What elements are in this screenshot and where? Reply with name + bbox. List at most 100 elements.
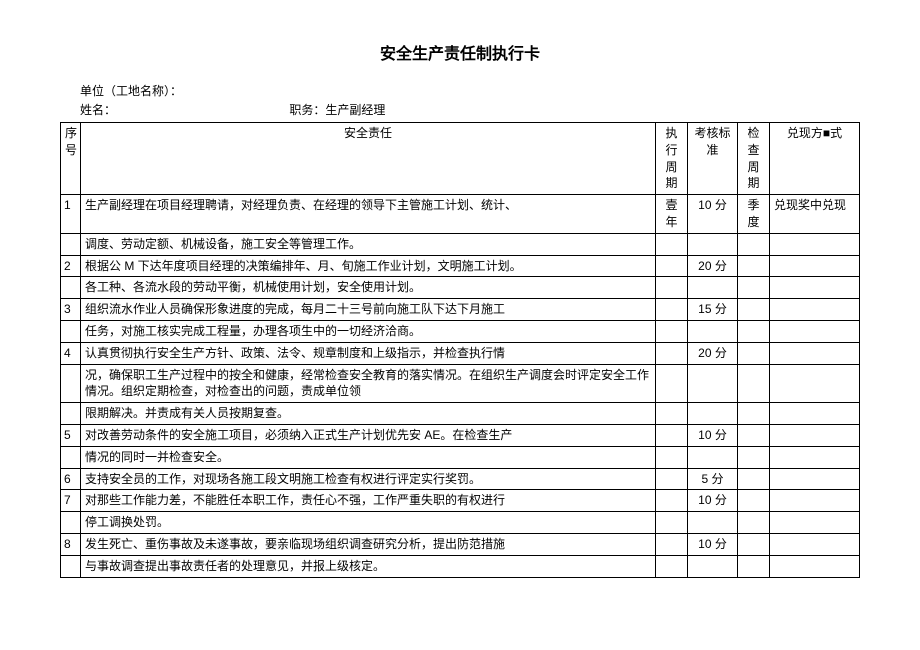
cell-period xyxy=(656,364,688,403)
table-row: 限期解决。并责成有关人员按期复查。 xyxy=(61,403,860,425)
cell-pay xyxy=(770,490,860,512)
cell-check xyxy=(738,320,770,342)
table-header-row: 序号 安全责任 执行周期 考核标准 检查周期 兑现方■式 xyxy=(61,123,860,195)
cell-duty: 认真贯彻执行安全生产方针、政策、法令、规章制度和上级指示，并检查执行情 xyxy=(81,342,656,364)
cell-pay xyxy=(770,299,860,321)
cell-seq: 6 xyxy=(61,468,81,490)
document-title: 安全生产责任制执行卡 xyxy=(60,40,860,64)
cell-period xyxy=(656,299,688,321)
cell-pay xyxy=(770,446,860,468)
cell-period: 壹年 xyxy=(656,195,688,234)
cell-score: 20 分 xyxy=(688,255,738,277)
cell-period xyxy=(656,403,688,425)
cell-seq: 3 xyxy=(61,299,81,321)
cell-period xyxy=(656,277,688,299)
cell-pay xyxy=(770,468,860,490)
cell-score: 15 分 xyxy=(688,299,738,321)
cell-seq: 2 xyxy=(61,255,81,277)
cell-check xyxy=(738,342,770,364)
col-check-header: 检查周期 xyxy=(738,123,770,195)
name-label: 姓名： xyxy=(80,103,116,117)
col-pay-header: 兑现方■式 xyxy=(770,123,860,195)
cell-seq: 7 xyxy=(61,490,81,512)
cell-check xyxy=(738,555,770,577)
cell-score: 5 分 xyxy=(688,468,738,490)
cell-duty: 发生死亡、重伤事故及未遂事故，要亲临现场组织调查研究分析，提出防范措施 xyxy=(81,533,656,555)
cell-period xyxy=(656,320,688,342)
cell-score xyxy=(688,446,738,468)
table-row: 与事故调查提出事故责任者的处理意见，并报上级核定。 xyxy=(61,555,860,577)
cell-score: 10 分 xyxy=(688,533,738,555)
table-row: 1生产副经理在项目经理聘请，对经理负责、在经理的领导下主管施工计划、统计、壹年1… xyxy=(61,195,860,234)
cell-score xyxy=(688,364,738,403)
job-label: 职务：生产副经理 xyxy=(289,101,385,118)
cell-check xyxy=(738,424,770,446)
cell-pay xyxy=(770,424,860,446)
cell-check xyxy=(738,468,770,490)
table-row: 停工调换处罚。 xyxy=(61,512,860,534)
cell-score xyxy=(688,277,738,299)
table-row: 8发生死亡、重伤事故及未遂事故，要亲临现场组织调查研究分析，提出防范措施 10 分 xyxy=(61,533,860,555)
cell-duty: 根据公 M 下达年度项目经理的决策编排年、月、旬施工作业计划，文明施工计划。 xyxy=(81,255,656,277)
cell-check xyxy=(738,255,770,277)
table-row: 各工种、各流水段的劳动平衡，机械使用计划，安全使用计划。 xyxy=(61,277,860,299)
cell-seq xyxy=(61,364,81,403)
table-row: 况，确保职工生产过程中的按全和健康，经常检查安全教育的落实情况。在组织生产调度会… xyxy=(61,364,860,403)
cell-score xyxy=(688,403,738,425)
cell-period xyxy=(656,512,688,534)
cell-check xyxy=(738,446,770,468)
cell-pay xyxy=(770,364,860,403)
cell-seq xyxy=(61,320,81,342)
cell-seq: 1 xyxy=(61,195,81,234)
col-seq-header: 序号 xyxy=(61,123,81,195)
cell-period xyxy=(656,490,688,512)
table-row: 任务，对施工核实完成工程量，办理各项生中的一切经济洽商。 xyxy=(61,320,860,342)
cell-pay xyxy=(770,555,860,577)
table-row: 调度、劳动定额、机械设备，施工安全等管理工作。 xyxy=(61,233,860,255)
cell-seq xyxy=(61,233,81,255)
cell-seq: 8 xyxy=(61,533,81,555)
cell-duty: 支持安全员的工作，对现场各施工段文明施工检查有权进行评定实行奖罚。 xyxy=(81,468,656,490)
cell-duty: 调度、劳动定额、机械设备，施工安全等管理工作。 xyxy=(81,233,656,255)
cell-check xyxy=(738,233,770,255)
cell-duty: 任务，对施工核实完成工程量，办理各项生中的一切经济洽商。 xyxy=(81,320,656,342)
cell-pay xyxy=(770,403,860,425)
cell-seq xyxy=(61,555,81,577)
cell-check: 季度 xyxy=(738,195,770,234)
cell-pay xyxy=(770,277,860,299)
cell-score xyxy=(688,512,738,534)
cell-period xyxy=(656,555,688,577)
table-row: 情况的同时一并检查安全。 xyxy=(61,446,860,468)
cell-check xyxy=(738,299,770,321)
cell-duty: 组织流水作业人员确保形象进度的完成，每月二十三号前向施工队下达下月施工 xyxy=(81,299,656,321)
name-line: 姓名： 职务：生产副经理 xyxy=(80,101,860,118)
cell-check xyxy=(738,512,770,534)
cell-duty: 限期解决。并责成有关人员按期复查。 xyxy=(81,403,656,425)
col-duty-header: 安全责任 xyxy=(81,123,656,195)
cell-score xyxy=(688,320,738,342)
cell-duty: 生产副经理在项目经理聘请，对经理负责、在经理的领导下主管施工计划、统计、 xyxy=(81,195,656,234)
cell-period xyxy=(656,233,688,255)
cell-check xyxy=(738,533,770,555)
cell-duty: 对那些工作能力差，不能胜任本职工作，责任心不强，工作严重失职的有权进行 xyxy=(81,490,656,512)
cell-period xyxy=(656,424,688,446)
cell-duty: 对改善劳动条件的安全施工项目，必须纳入正式生产计划优先安 AE。在检查生产 xyxy=(81,424,656,446)
cell-duty: 与事故调查提出事故责任者的处理意见，并报上级核定。 xyxy=(81,555,656,577)
cell-score xyxy=(688,233,738,255)
cell-score xyxy=(688,555,738,577)
cell-check xyxy=(738,490,770,512)
table-row: 2根据公 M 下达年度项目经理的决策编排年、月、旬施工作业计划，文明施工计划。 2… xyxy=(61,255,860,277)
table-row: 3组织流水作业人员确保形象进度的完成，每月二十三号前向施工队下达下月施工 15 分 xyxy=(61,299,860,321)
cell-pay xyxy=(770,320,860,342)
cell-seq: 5 xyxy=(61,424,81,446)
cell-pay xyxy=(770,255,860,277)
cell-duty: 各工种、各流水段的劳动平衡，机械使用计划，安全使用计划。 xyxy=(81,277,656,299)
cell-duty: 停工调换处罚。 xyxy=(81,512,656,534)
responsibility-table: 序号 安全责任 执行周期 考核标准 检查周期 兑现方■式 1生产副经理在项目经理… xyxy=(60,122,860,578)
cell-seq xyxy=(61,446,81,468)
cell-score: 10 分 xyxy=(688,424,738,446)
cell-check xyxy=(738,364,770,403)
cell-period xyxy=(656,446,688,468)
unit-line: 单位（工地名称）： xyxy=(80,82,860,99)
cell-period xyxy=(656,342,688,364)
